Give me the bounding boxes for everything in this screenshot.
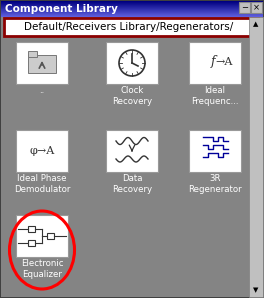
- FancyBboxPatch shape: [1, 1, 263, 2]
- Text: 3R
Regenerator: 3R Regenerator: [188, 174, 242, 194]
- Text: Default/Receivers Library/Regenerators/: Default/Receivers Library/Regenerators/: [24, 22, 234, 32]
- Text: Ideal Phase
Demodulator: Ideal Phase Demodulator: [14, 174, 70, 194]
- FancyBboxPatch shape: [46, 233, 54, 239]
- FancyBboxPatch shape: [27, 240, 35, 246]
- FancyBboxPatch shape: [1, 10, 263, 11]
- FancyBboxPatch shape: [28, 55, 56, 73]
- FancyBboxPatch shape: [106, 130, 158, 172]
- FancyBboxPatch shape: [1, 2, 263, 3]
- FancyBboxPatch shape: [1, 15, 263, 16]
- FancyBboxPatch shape: [1, 9, 263, 10]
- FancyBboxPatch shape: [1, 6, 263, 7]
- FancyBboxPatch shape: [1, 3, 263, 4]
- FancyBboxPatch shape: [1, 14, 263, 15]
- Text: Electronic
Equalizer: Electronic Equalizer: [21, 259, 63, 279]
- Circle shape: [119, 50, 145, 76]
- Text: Clock
Recovery: Clock Recovery: [112, 86, 152, 106]
- FancyBboxPatch shape: [16, 130, 68, 172]
- Text: −: −: [241, 4, 248, 13]
- FancyBboxPatch shape: [239, 2, 250, 13]
- FancyBboxPatch shape: [28, 51, 37, 57]
- FancyBboxPatch shape: [251, 2, 262, 13]
- FancyBboxPatch shape: [1, 16, 263, 17]
- FancyBboxPatch shape: [27, 226, 35, 232]
- FancyBboxPatch shape: [249, 17, 263, 297]
- Text: φ→A: φ→A: [29, 146, 55, 156]
- FancyBboxPatch shape: [1, 5, 263, 6]
- FancyBboxPatch shape: [189, 42, 241, 84]
- FancyBboxPatch shape: [1, 4, 263, 5]
- Text: Ideal
Frequenc...: Ideal Frequenc...: [191, 86, 239, 106]
- FancyBboxPatch shape: [106, 42, 158, 84]
- Text: ×: ×: [253, 4, 260, 13]
- Text: f: f: [210, 55, 215, 69]
- Text: ▲: ▲: [253, 21, 259, 27]
- FancyBboxPatch shape: [1, 7, 263, 8]
- FancyBboxPatch shape: [16, 42, 68, 84]
- FancyBboxPatch shape: [189, 130, 241, 172]
- FancyBboxPatch shape: [1, 8, 263, 9]
- FancyBboxPatch shape: [1, 13, 263, 14]
- FancyBboxPatch shape: [4, 18, 258, 36]
- FancyBboxPatch shape: [1, 17, 263, 297]
- Text: Component Library: Component Library: [5, 4, 118, 14]
- Text: →A: →A: [215, 57, 232, 67]
- FancyBboxPatch shape: [16, 215, 68, 257]
- Text: Data
Recovery: Data Recovery: [112, 174, 152, 194]
- FancyBboxPatch shape: [1, 11, 263, 12]
- FancyBboxPatch shape: [1, 12, 263, 13]
- Text: ▼: ▼: [253, 287, 259, 293]
- Text: ..: ..: [39, 86, 45, 95]
